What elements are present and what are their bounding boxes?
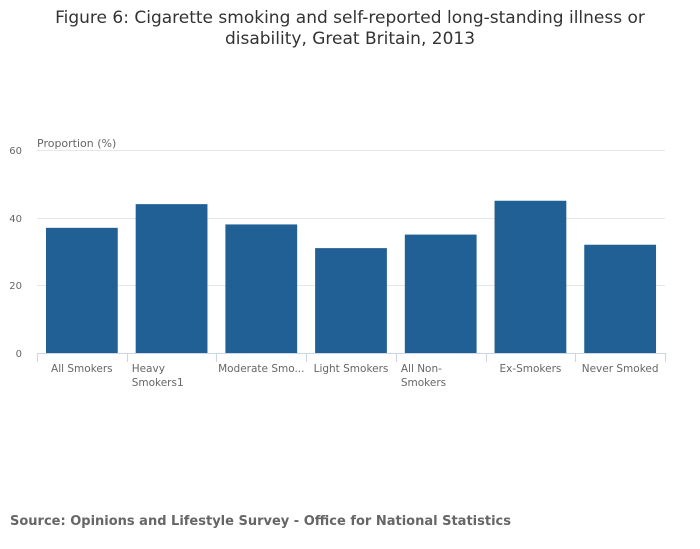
x-tick-label: Light Smokers bbox=[314, 363, 389, 375]
bar bbox=[494, 200, 567, 353]
x-tick-label: All Non-Smokers bbox=[401, 363, 446, 389]
x-axis: All Smokers Heavy Smokers1 Moderate Smo... L… bbox=[37, 353, 666, 389]
x-tick-label: Moderate Smo... bbox=[218, 363, 304, 375]
x-tick-label: Ex-Smokers bbox=[499, 363, 561, 375]
source-note: Source: Opinions and Lifestyle Survey - … bbox=[10, 514, 511, 529]
bar bbox=[404, 234, 477, 353]
bar bbox=[584, 244, 657, 353]
bar bbox=[135, 204, 208, 353]
x-tick-label: Never Smoked bbox=[582, 363, 659, 375]
bar bbox=[315, 248, 387, 353]
y-tick-label: 0 bbox=[16, 349, 22, 360]
y-tick-label: 60 bbox=[9, 146, 22, 157]
bars bbox=[45, 200, 657, 353]
chart-title: Figure 6: Cigarette smoking and self-rep… bbox=[55, 8, 645, 49]
x-tick-label: All Smokers bbox=[51, 363, 113, 375]
y-tick-label: 20 bbox=[9, 281, 22, 292]
bar bbox=[45, 227, 118, 353]
y-tick-label: 40 bbox=[9, 214, 22, 225]
bar bbox=[225, 224, 298, 353]
x-tick-label: Heavy Smokers1 bbox=[132, 363, 184, 389]
y-axis-label: Proportion (%) bbox=[37, 137, 116, 150]
y-axis-ticks: 0 20 40 60 bbox=[9, 146, 22, 360]
